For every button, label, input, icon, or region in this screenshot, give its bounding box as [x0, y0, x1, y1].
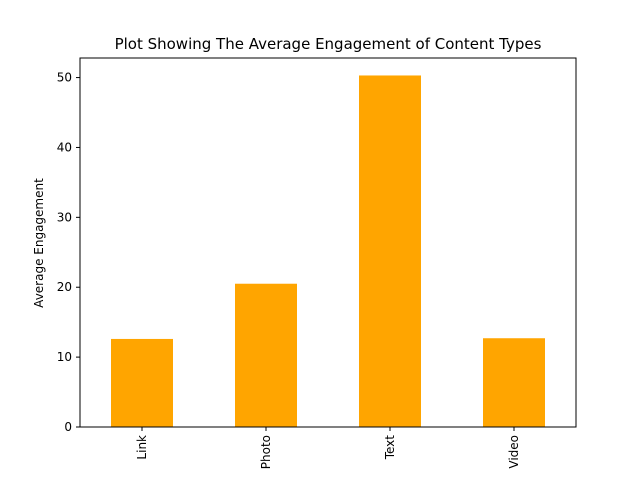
- y-tick-label: 50: [57, 71, 72, 85]
- y-tick-label: 0: [64, 420, 72, 434]
- x-tick-label: Photo: [259, 435, 273, 469]
- y-tick-label: 20: [57, 280, 72, 294]
- x-tick-label: Link: [135, 435, 149, 460]
- y-tick-label: 40: [57, 140, 72, 154]
- bar-photo: [235, 283, 297, 427]
- plot-frame: [79, 57, 577, 428]
- y-tick-label: 30: [57, 210, 72, 224]
- y-tick-label: 10: [57, 350, 72, 364]
- x-axis: Link Photo Text Video: [135, 427, 521, 469]
- x-tick-label: Text: [383, 435, 397, 461]
- x-tick-label: Video: [507, 435, 521, 469]
- bar-link: [111, 338, 173, 427]
- bar-video: [483, 338, 545, 427]
- bar-text: [359, 75, 421, 427]
- bars-group: [111, 75, 545, 427]
- y-axis: 0 10 20 30 40 50: [57, 71, 80, 434]
- y-axis-label: Average Engagement: [32, 178, 46, 308]
- chart-title: Plot Showing The Average Engagement of C…: [115, 35, 542, 53]
